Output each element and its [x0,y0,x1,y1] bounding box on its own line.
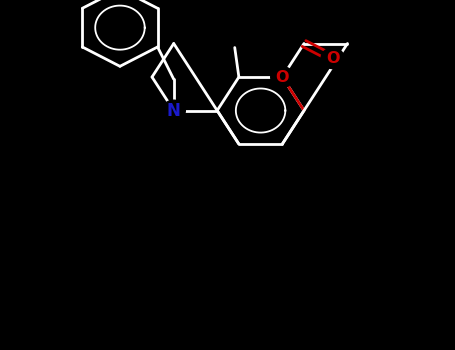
Text: N: N [167,102,181,120]
Text: O: O [276,70,289,84]
Circle shape [321,48,344,69]
Circle shape [162,100,185,121]
Text: O: O [326,51,339,66]
Circle shape [271,67,294,88]
